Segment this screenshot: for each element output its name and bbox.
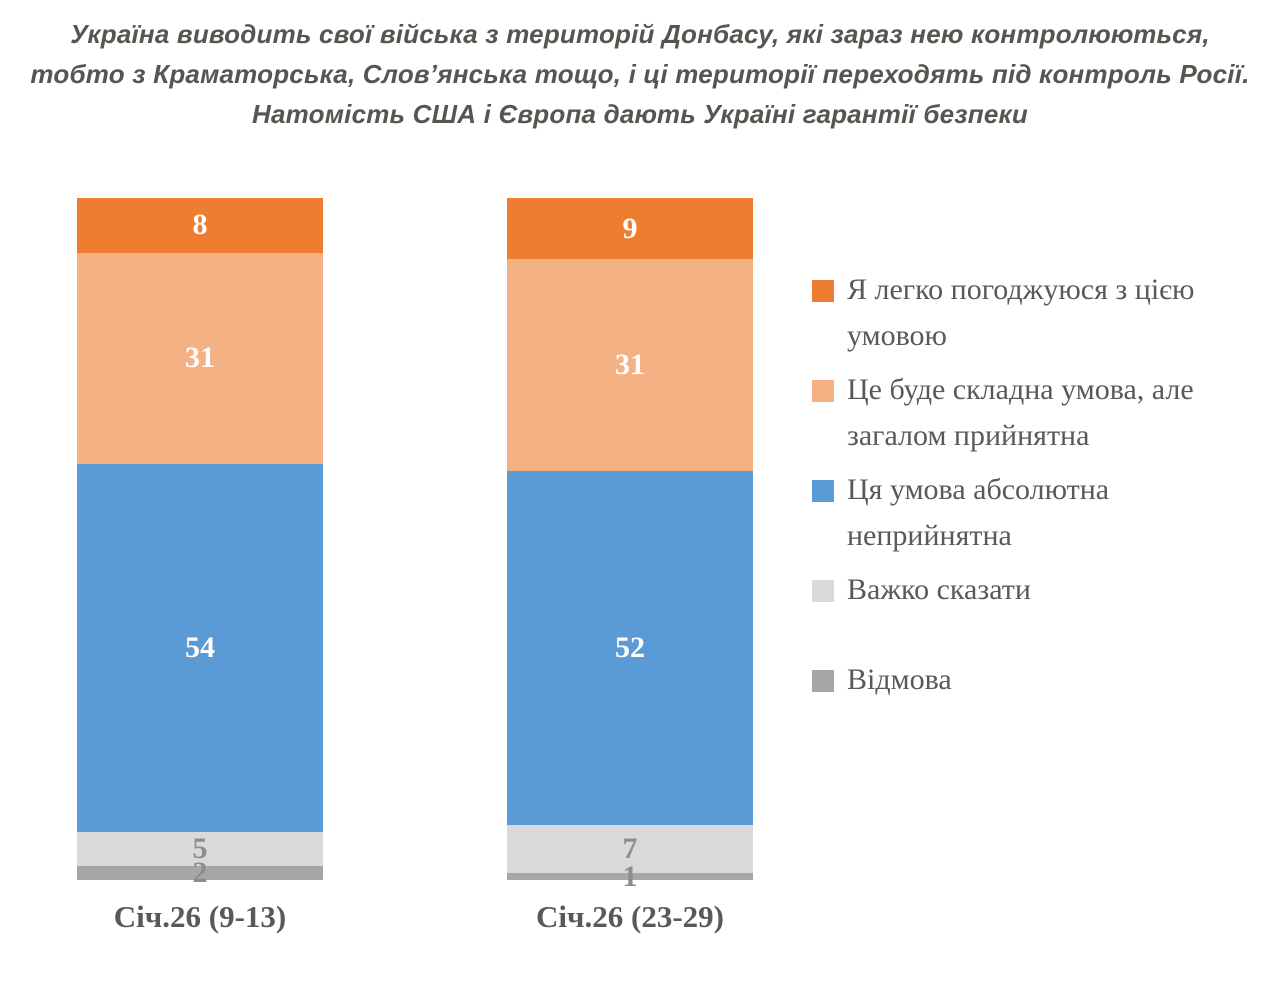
legend-swatch-icon — [812, 670, 834, 692]
legend-label: Я легко погоджуюся з цією умовою — [847, 273, 1195, 352]
legend-swatch-icon — [812, 480, 834, 502]
category-axis-label: Січ.26 (9-13) — [113, 899, 287, 934]
chart-title-line-1: Україна виводить свої війська з територі… — [70, 19, 1210, 49]
stacked-bar-column: 9 31 52 7 1 — [507, 198, 753, 891]
bar-segment: 31 — [77, 252, 323, 464]
legend-item: Ця умова абсолютна неприйнятна — [812, 467, 1232, 559]
segment-value-label: 52 — [615, 631, 645, 665]
chart-title-line-2: тобто з Краматорська, Слов’янська тощо, … — [30, 59, 1250, 89]
legend-item: Відмова — [812, 657, 1232, 703]
legend-label: Це буде складна умова, але загалом прийн… — [847, 373, 1194, 452]
bar-segment: 7 — [507, 825, 753, 874]
segment-value-label: 7 — [622, 832, 638, 866]
legend-item: Я легко погоджуюся з цією умовою — [812, 267, 1232, 359]
segment-value-label: 31 — [615, 348, 645, 382]
chart-legend: Я легко погоджуюся з цією умовою Це буде … — [812, 267, 1232, 711]
segment-value-label: 8 — [192, 208, 208, 242]
stacked-bar-column: 8 31 54 5 2 — [77, 198, 323, 888]
bar-segment: 9 — [507, 198, 753, 260]
legend-item: Це буде складна умова, але загалом прийн… — [812, 367, 1232, 459]
segment-value-label: 5 — [192, 832, 208, 866]
bar-segment: 1 — [507, 861, 753, 891]
legend-swatch-icon — [812, 380, 834, 402]
bar-segment: 52 — [507, 470, 753, 826]
legend-swatch-icon — [812, 580, 834, 602]
chart-title-line-3: Натомість США і Європа дають Україні гар… — [252, 99, 1028, 129]
chart-title: Україна виводить свої війська з територі… — [0, 14, 1280, 134]
segment-value-label: 9 — [622, 211, 638, 245]
bar-segment: 8 — [77, 198, 323, 253]
bar-segment: 54 — [77, 463, 323, 833]
legend-swatch-icon — [812, 280, 834, 302]
bar-segment: 31 — [507, 259, 753, 471]
legend-label: Ця умова абсолютна неприйнятна — [847, 473, 1110, 552]
legend-item: Важко сказати — [812, 567, 1232, 613]
segment-value-label: 31 — [185, 341, 215, 375]
segment-value-label: 2 — [192, 856, 208, 890]
legend-label: Важко сказати — [847, 573, 1031, 606]
segment-value-label: 54 — [185, 631, 215, 665]
bar-segment: 5 — [77, 832, 323, 867]
legend-label: Відмова — [847, 663, 952, 696]
category-axis-label: Січ.26 (23-29) — [536, 899, 724, 934]
segment-value-label: 1 — [622, 859, 638, 893]
bar-segment: 2 — [77, 858, 323, 888]
